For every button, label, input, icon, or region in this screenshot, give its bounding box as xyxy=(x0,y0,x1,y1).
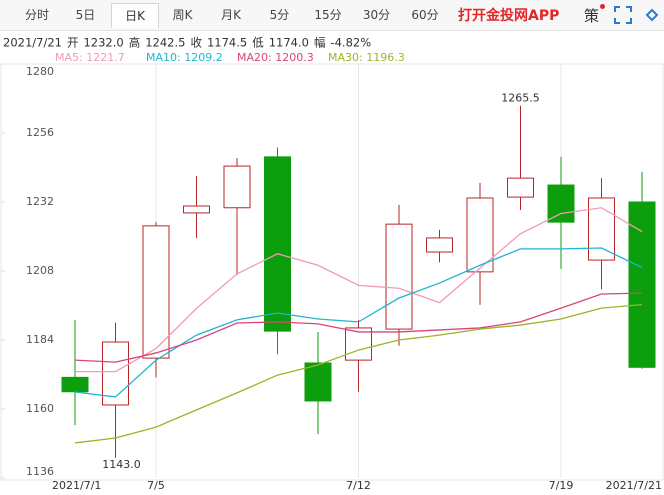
candle-body xyxy=(628,201,656,368)
ma-line xyxy=(74,292,643,363)
candle-body xyxy=(304,362,332,402)
x-tick-label: 7/5 xyxy=(147,479,165,492)
legend-entry: MA5: 1221.7 xyxy=(55,51,125,64)
x-tick-label: 7/12 xyxy=(346,479,371,492)
ma-line xyxy=(74,303,643,444)
y-tick-label: 1184 xyxy=(26,333,54,346)
y-tick-label: 1160 xyxy=(26,402,54,415)
candle-body xyxy=(385,223,413,330)
y-tick-label: 1208 xyxy=(26,264,54,277)
tab[interactable]: 15分 xyxy=(314,8,342,22)
y-tick-label: 1136 xyxy=(26,465,54,478)
info-text: 幅 xyxy=(314,36,326,50)
candle-body xyxy=(183,205,210,214)
info-text: -4.82% xyxy=(330,36,371,50)
info-text: 2021/7/21 xyxy=(3,36,62,50)
tab[interactable]: 月K xyxy=(221,8,241,22)
tab-bar: 打开金投网APP 策 分时 5日 日K 周K 月K 5分 15分 30分 60分 xyxy=(0,0,664,31)
candle-body xyxy=(547,184,575,223)
ma-line xyxy=(74,247,643,398)
info-text: 高 xyxy=(129,36,141,50)
tab[interactable]: 周K xyxy=(172,8,193,22)
legend-entry: MA20: 1200.3 xyxy=(237,51,314,64)
legend-entry: MA30: 1196.3 xyxy=(328,51,405,64)
info-text: 1174.0 xyxy=(269,36,309,50)
candle-body xyxy=(426,237,453,253)
tab[interactable]: 60分 xyxy=(411,8,439,22)
info-text: 1232.0 xyxy=(83,36,123,50)
y-tick-label: 1256 xyxy=(26,126,54,139)
legend-entry: MA10: 1209.2 xyxy=(146,51,223,64)
x-tick-label: 2021/7/1 xyxy=(52,479,101,492)
tab[interactable]: 5日 xyxy=(75,8,96,22)
y-tick-label: 1232 xyxy=(26,195,54,208)
plot-frame xyxy=(0,63,664,481)
strategy-button[interactable]: 策 xyxy=(584,7,600,25)
tab[interactable]: 5分 xyxy=(269,8,290,22)
candle-body xyxy=(223,165,251,209)
info-text: 开 xyxy=(67,36,79,50)
info-text: 1174.5 xyxy=(207,36,247,50)
tab[interactable]: 日K xyxy=(111,3,159,28)
fullscreen-icon[interactable] xyxy=(614,6,632,24)
candle-body xyxy=(264,156,291,332)
tab[interactable]: 30分 xyxy=(362,8,391,22)
candle-body xyxy=(142,225,170,359)
badge xyxy=(600,4,605,9)
tab[interactable]: 分时 xyxy=(24,8,49,22)
max-annotation: 1265.5 xyxy=(501,92,540,105)
info-text: 1242.5 xyxy=(145,36,185,50)
info-text: 低 xyxy=(252,36,264,50)
min-annotation: 1143.0 xyxy=(102,458,141,471)
x-tick-label: 2021/7/21 xyxy=(606,479,662,492)
x-tick-label: 7/19 xyxy=(549,479,574,492)
candle-body xyxy=(466,197,494,273)
ma-line xyxy=(75,207,643,373)
app-link[interactable]: 打开金投网APP xyxy=(458,8,560,24)
candle-body xyxy=(507,177,534,198)
candle-body xyxy=(102,341,129,406)
candle-body xyxy=(61,376,89,393)
info-text: 收 xyxy=(190,36,202,50)
y-tick-label: 1280 xyxy=(26,65,54,78)
settings-icon[interactable] xyxy=(644,7,660,23)
candle-body xyxy=(345,327,372,361)
